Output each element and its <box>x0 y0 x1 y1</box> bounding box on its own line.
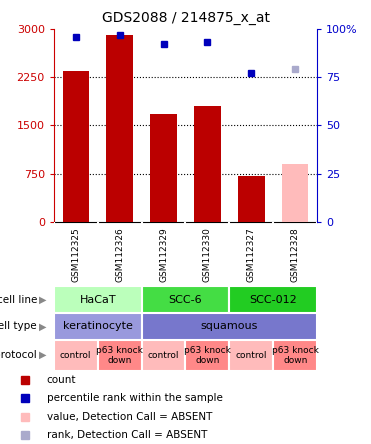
Bar <box>273 340 317 371</box>
Bar <box>229 340 273 371</box>
Text: p63 knock
down: p63 knock down <box>184 345 231 365</box>
Text: p63 knock
down: p63 knock down <box>272 345 319 365</box>
Bar <box>142 286 229 313</box>
Bar <box>106 35 133 222</box>
Text: cell line: cell line <box>0 295 37 305</box>
Text: GSM112327: GSM112327 <box>247 227 256 281</box>
Text: ▶: ▶ <box>39 295 46 305</box>
Bar <box>54 313 142 340</box>
Text: cell type: cell type <box>0 321 37 331</box>
Text: control: control <box>236 351 267 360</box>
Text: control: control <box>60 351 92 360</box>
Text: ▶: ▶ <box>39 321 46 331</box>
Text: squamous: squamous <box>201 321 258 331</box>
Bar <box>282 164 308 222</box>
Text: GDS2088 / 214875_x_at: GDS2088 / 214875_x_at <box>102 11 269 25</box>
Bar <box>98 340 142 371</box>
Bar <box>54 286 142 313</box>
Bar <box>194 106 221 222</box>
Bar <box>150 114 177 222</box>
Text: value, Detection Call = ABSENT: value, Detection Call = ABSENT <box>47 412 212 421</box>
Text: GSM112325: GSM112325 <box>71 227 80 281</box>
Text: SCC-012: SCC-012 <box>249 295 297 305</box>
Bar <box>142 340 186 371</box>
Text: protocol: protocol <box>0 350 37 360</box>
Text: GSM112328: GSM112328 <box>291 227 300 281</box>
Text: SCC-6: SCC-6 <box>169 295 202 305</box>
Bar <box>142 313 317 340</box>
Bar <box>54 340 98 371</box>
Bar <box>63 71 89 222</box>
Text: percentile rank within the sample: percentile rank within the sample <box>47 393 223 403</box>
Bar <box>229 286 317 313</box>
Bar <box>238 176 265 222</box>
Text: GSM112330: GSM112330 <box>203 227 212 281</box>
Text: GSM112329: GSM112329 <box>159 227 168 281</box>
Text: p63 knock
down: p63 knock down <box>96 345 143 365</box>
Text: GSM112326: GSM112326 <box>115 227 124 281</box>
Text: rank, Detection Call = ABSENT: rank, Detection Call = ABSENT <box>47 430 207 440</box>
Text: ▶: ▶ <box>39 350 46 360</box>
Text: control: control <box>148 351 179 360</box>
Bar <box>186 340 229 371</box>
Text: keratinocyte: keratinocyte <box>63 321 133 331</box>
Text: count: count <box>47 375 76 385</box>
Text: HaCaT: HaCaT <box>79 295 116 305</box>
